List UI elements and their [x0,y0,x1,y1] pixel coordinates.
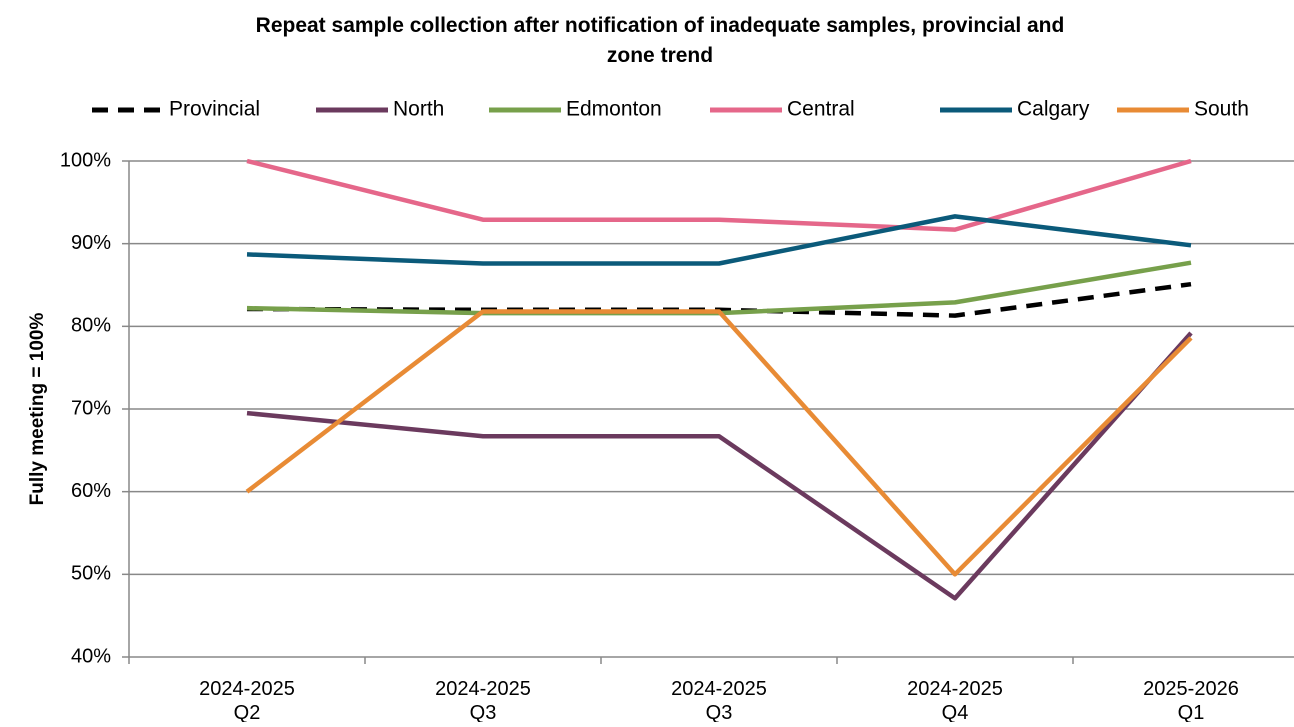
y-tick-label: 90% [71,232,111,254]
y-tick-label: 100% [60,149,111,171]
x-tick-label: 2024-2025 Q4 [907,678,1003,722]
legend-label: North [393,98,444,121]
y-axis-label: Fully meeting = 100% [27,313,48,506]
x-tick-label: 2024-2025 Q2 [199,678,295,722]
y-tick-label: 70% [71,397,111,419]
legend-label: Central [787,98,855,121]
y-tick-label: 80% [71,315,111,337]
x-tick-label: 2025-2026 Q1 [1143,678,1239,722]
chart-title: zone trend [607,44,713,67]
x-tick-label: 2024-2025 Q3 [671,678,767,722]
legend-label: Provincial [169,98,260,121]
legend-label: Calgary [1017,98,1090,121]
y-tick-label: 40% [71,645,111,667]
series-line [246,260,1192,316]
legend-label: South [1194,98,1249,121]
series-line [246,331,1193,601]
x-tick-label: 2024-2025 Q3 [435,678,531,722]
chart-title: Repeat sample collection after notificat… [256,14,1065,37]
y-tick-label: 60% [71,480,111,502]
y-tick-label: 50% [71,563,111,585]
series-line [246,158,1192,232]
series-line [245,309,1193,577]
series-line [246,214,1192,266]
legend-label: Edmonton [566,98,662,121]
